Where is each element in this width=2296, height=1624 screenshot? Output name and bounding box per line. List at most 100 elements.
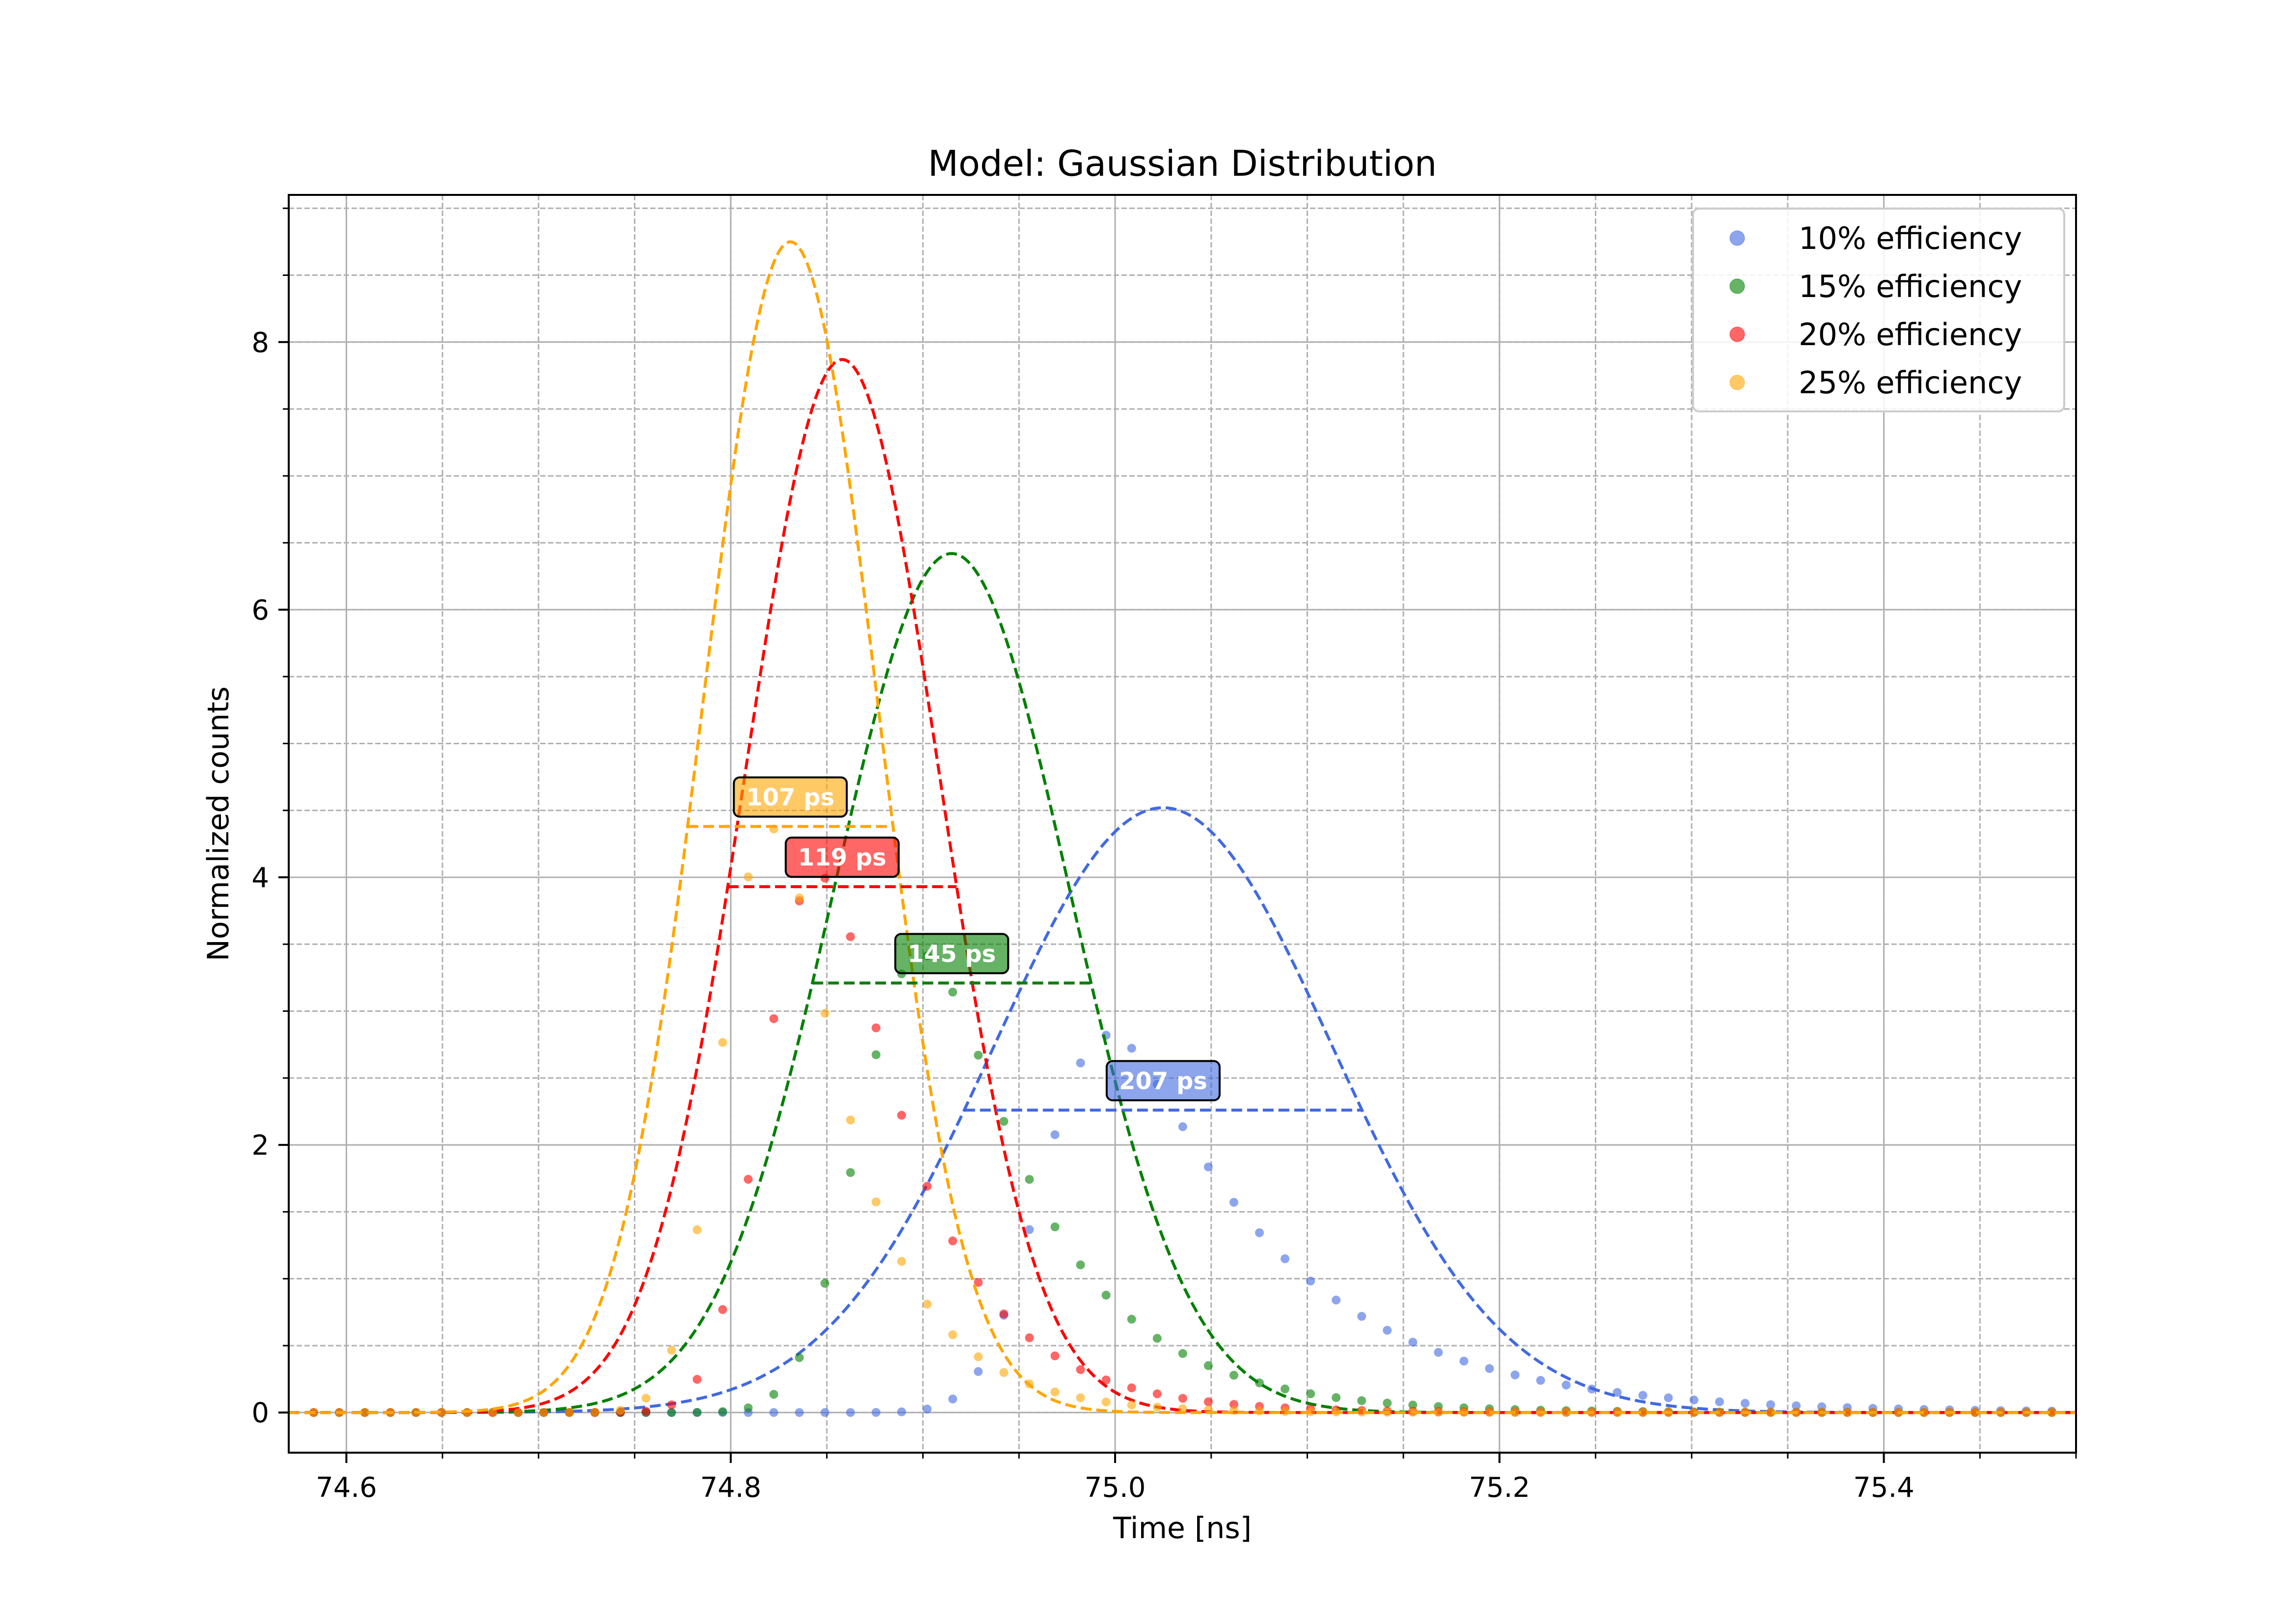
data-point <box>1536 1376 1545 1385</box>
data-point <box>897 1407 906 1416</box>
data-point <box>794 1408 804 1417</box>
data-point <box>1076 1260 1085 1270</box>
legend-label: 25% efficiency <box>1799 365 2022 401</box>
data-point <box>1638 1408 1647 1417</box>
data-point <box>539 1408 548 1417</box>
data-point <box>1025 1225 1034 1234</box>
series-group <box>289 240 2076 1417</box>
data-point <box>718 1305 727 1314</box>
data-point <box>1766 1408 1776 1417</box>
axis-tick-labels: 74.6 74.8 75.0 75.2 75.4 0 2 4 6 8 <box>251 327 1914 1504</box>
legend: 10% efficiency 15% efficiency 20% efficien… <box>1692 208 2065 412</box>
data-point <box>974 1051 983 1060</box>
data-point <box>743 1403 753 1412</box>
y-tick-label: 4 <box>251 862 269 894</box>
data-point <box>846 1115 855 1125</box>
data-point <box>1485 1364 1494 1373</box>
data-point <box>692 1407 702 1417</box>
data-point <box>1229 1371 1238 1380</box>
fwhm-label: 119 ps <box>785 837 900 878</box>
data-point <box>923 1182 932 1191</box>
data-point <box>1203 1361 1213 1370</box>
data-point <box>1152 1389 1162 1399</box>
legend-marker <box>1729 230 1745 246</box>
data-point <box>1766 1400 1776 1409</box>
data-point <box>1229 1400 1238 1409</box>
data-point <box>948 1236 957 1245</box>
data-point <box>872 1023 881 1032</box>
x-tick-label: 75.0 <box>1085 1472 1146 1504</box>
data-point <box>1434 1407 1443 1417</box>
data-point <box>1076 1058 1085 1068</box>
data-point <box>1332 1393 1341 1402</box>
legend-label: 15% efficiency <box>1799 269 2022 304</box>
chart-title: Model: Gaussian Distribution <box>928 143 1437 184</box>
data-point <box>1561 1380 1571 1390</box>
fwhm-label-box <box>785 837 900 878</box>
data-point <box>1127 1044 1136 1053</box>
legend-label: 20% efficiency <box>1799 317 2022 352</box>
data-point <box>1357 1312 1367 1321</box>
data-point <box>641 1394 651 1403</box>
y-axis-label: Normalized counts <box>201 686 236 961</box>
data-point <box>769 1390 778 1399</box>
data-point <box>923 1405 932 1414</box>
data-point <box>1101 1291 1111 1300</box>
data-point <box>1689 1395 1698 1405</box>
data-point <box>514 1408 523 1417</box>
fit-curve <box>289 358 2076 1414</box>
legend-marker <box>1729 375 1745 390</box>
data-point <box>872 1197 881 1207</box>
x-tick-label: 74.8 <box>700 1472 762 1504</box>
data-point <box>846 1168 855 1177</box>
data-point <box>974 1278 983 1287</box>
data-point <box>718 1038 727 1047</box>
data-point <box>1970 1408 1980 1417</box>
data-point <box>616 1406 625 1415</box>
data-point <box>794 893 804 903</box>
data-point <box>794 1353 804 1362</box>
data-point <box>1229 1198 1238 1207</box>
y-tick-label: 0 <box>251 1397 269 1429</box>
fwhm-label: 145 ps <box>894 933 1010 974</box>
fwhm-label-box <box>733 776 848 818</box>
data-point <box>1203 1397 1213 1407</box>
legend-marker <box>1729 326 1745 342</box>
data-point <box>360 1408 369 1417</box>
data-point <box>769 1014 778 1023</box>
data-point <box>1076 1393 1085 1403</box>
data-point <box>590 1407 600 1417</box>
fwhm-label-text: 145 ps <box>907 940 996 968</box>
fwhm-annotations: 207 ps 145 ps 119 ps 107 ps <box>687 776 1362 1112</box>
data-point <box>743 1175 753 1184</box>
data-point <box>1178 1394 1187 1403</box>
data-point <box>1408 1400 1418 1409</box>
data-point <box>1127 1315 1136 1324</box>
y-tick-label: 6 <box>251 595 269 626</box>
data-point <box>743 872 753 882</box>
data-point <box>667 1400 676 1409</box>
data-point <box>820 1408 829 1417</box>
data-point <box>1638 1391 1647 1400</box>
data-point <box>1306 1389 1315 1399</box>
data-point <box>1792 1401 1801 1410</box>
data-point <box>1408 1337 1418 1347</box>
data-point <box>718 1407 727 1416</box>
x-tick-label: 75.4 <box>1853 1472 1914 1504</box>
data-point <box>641 1407 651 1416</box>
data-point <box>846 1408 855 1417</box>
data-point <box>1357 1407 1367 1417</box>
data-point <box>1076 1365 1085 1374</box>
data-point <box>948 1394 957 1404</box>
data-point <box>1383 1326 1392 1335</box>
data-point <box>1306 1276 1315 1286</box>
data-point <box>1255 1228 1264 1237</box>
fwhm-label-text: 107 ps <box>746 784 835 811</box>
data-point <box>1459 1356 1469 1366</box>
data-point <box>948 987 957 997</box>
data-point <box>667 1408 676 1417</box>
data-point <box>1050 1222 1060 1232</box>
data-point <box>1203 1162 1213 1171</box>
data-point <box>846 932 855 941</box>
